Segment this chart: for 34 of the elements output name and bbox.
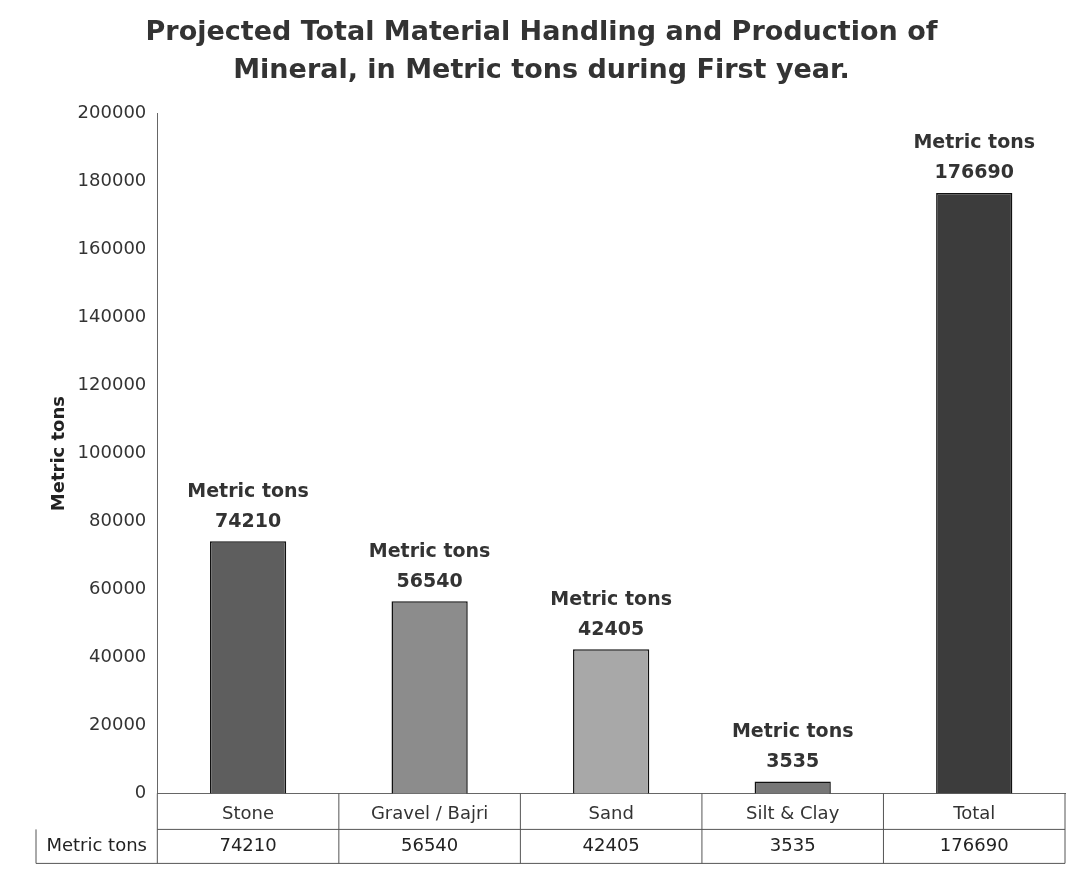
legend-label: Metric tons: [46, 834, 147, 856]
y-tick-label: 60000: [89, 577, 147, 599]
y-tick-label: 180000: [77, 169, 147, 191]
y-tick-label: 200000: [77, 101, 147, 123]
data-label: 42405: [582, 834, 640, 856]
y-tick-label: 20000: [89, 713, 147, 735]
annotation: 74210: [215, 508, 282, 531]
text: Metric tons: [913, 130, 1036, 153]
annotation: 176690: [934, 160, 1014, 183]
text: Metric tons: [368, 538, 491, 561]
annotation: 42405: [578, 616, 645, 639]
y-axis-title: Metric tons: [187, 478, 309, 501]
y-tick-label: 80000: [89, 509, 147, 531]
y-tick-label: 40000: [89, 645, 147, 667]
data-label: 74210: [219, 834, 277, 856]
data-label: 56540: [400, 834, 459, 856]
chart-title: Projected Total Material Handling and Production of Mineral, in Metric tons during First year.: [144, 14, 939, 86]
y-tick-label: 120000: [77, 373, 147, 395]
text: Metric tons: [731, 718, 854, 741]
y-tick-label: 0: [134, 781, 147, 803]
data-label: 176690: [939, 834, 1009, 856]
x-tick-label: Gravel / Bajri: [370, 801, 489, 823]
x-tick-label: Sand: [588, 801, 634, 823]
text: Metric tons: [550, 586, 672, 609]
y-tick-label: 140000: [77, 305, 147, 327]
data-label: 3535: [769, 834, 816, 856]
x-tick-label: Silt & Clay: [746, 801, 840, 823]
text: Metric tons: [47, 395, 69, 512]
x-tick-label: Total: [952, 801, 996, 823]
annotation: 3535: [766, 748, 820, 771]
y-tick-label: 100000: [77, 441, 147, 463]
annotation: 56540: [396, 568, 463, 591]
y-tick-label: 160000: [77, 237, 147, 259]
x-tick-label: Stone: [222, 801, 275, 823]
